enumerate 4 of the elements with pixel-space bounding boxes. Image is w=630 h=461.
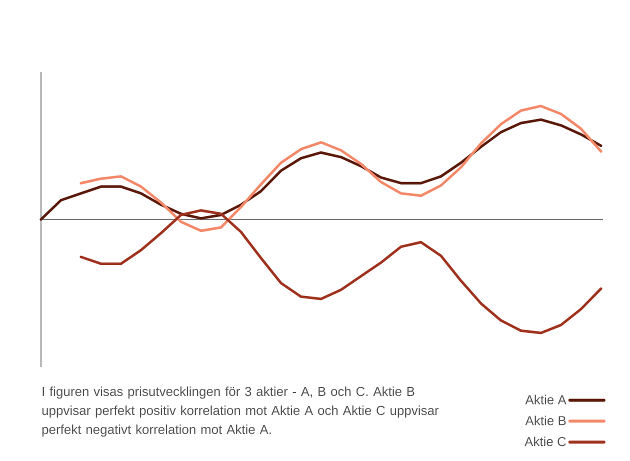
legend-label: Aktie A [525, 394, 566, 404]
legend-label: Aktie B [525, 416, 566, 426]
text: I figuren visas prisutvecklingen för 3 aktier - A, B och C. Aktie B uppvisar perfekt positiv korrelation mot Aktie A och Aktie C uppvisar perfekt negativt korrelation mot Aktie A. [42, 386, 439, 437]
legend-label: Aktie C [524, 436, 566, 446]
